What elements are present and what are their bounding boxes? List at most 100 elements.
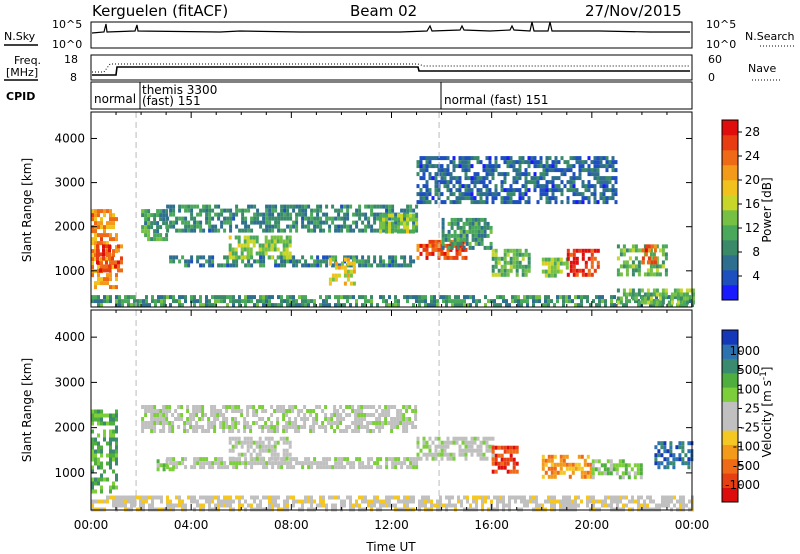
heatmap-cell	[285, 421, 289, 425]
heatmap-cell	[367, 204, 371, 209]
heatmap-cell	[462, 225, 466, 230]
heatmap-cell	[453, 229, 457, 234]
heatmap-cell	[482, 456, 486, 461]
heatmap-cell	[572, 184, 576, 189]
heatmap-cell	[589, 462, 593, 467]
heatmap-cell	[637, 503, 640, 508]
heatmap-cell	[310, 255, 314, 260]
heatmap-cell	[586, 299, 589, 304]
heatmap-cell	[144, 425, 148, 429]
heatmap-cell	[565, 499, 568, 504]
heatmap-cell	[115, 233, 118, 238]
heatmap-cell	[661, 499, 664, 504]
heatmap-cell	[485, 172, 489, 177]
heatmap-cell	[485, 456, 489, 461]
heatmap-cell	[477, 221, 481, 226]
heatmap-cell	[261, 448, 265, 453]
heatmap-cell	[172, 208, 176, 213]
heatmap-cell	[256, 216, 260, 221]
heatmap-cell	[473, 200, 477, 205]
heatmap-cell	[514, 495, 517, 500]
heatmap-cell	[628, 292, 632, 297]
heatmap-cell	[527, 260, 531, 265]
heatmap-cell	[153, 409, 157, 413]
heatmap-cell	[334, 216, 338, 221]
heatmap-cell	[494, 192, 498, 197]
heatmap-cell	[319, 220, 323, 225]
colorbar-frame	[721, 119, 739, 301]
heatmap-cell	[655, 503, 658, 508]
heatmap-cell	[310, 228, 314, 233]
heatmap-cell	[679, 296, 683, 301]
heatmap-cell	[249, 247, 253, 252]
heatmap-cell	[562, 454, 566, 459]
heatmap-cell	[482, 436, 486, 441]
heatmap-cell	[340, 295, 343, 300]
heatmap-cell	[485, 440, 489, 445]
heatmap-cell	[461, 436, 465, 441]
heatmap-cell	[406, 499, 409, 504]
heatmap-cell	[228, 251, 232, 256]
heatmap-cell	[228, 405, 232, 409]
heatmap-cell	[503, 260, 507, 265]
heatmap-cell	[103, 233, 106, 238]
heatmap-cell	[437, 156, 441, 161]
heatmap-cell	[647, 244, 651, 249]
heatmap-cell	[461, 184, 465, 189]
heatmap-cell	[503, 156, 507, 161]
heatmap-cell	[625, 248, 629, 253]
heatmap-cell	[237, 239, 241, 244]
heatmap-cell	[109, 221, 112, 226]
heatmap-cell	[243, 255, 247, 260]
heatmap-cell	[103, 469, 106, 474]
heatmap-cell	[162, 217, 166, 222]
heatmap-cell	[100, 421, 103, 426]
heatmap-cell	[503, 200, 507, 205]
heatmap-cell	[331, 257, 335, 262]
heatmap-cell	[115, 445, 118, 450]
heatmap-cell	[237, 243, 241, 248]
heatmap-cell	[424, 499, 427, 504]
heatmap-cell	[199, 503, 202, 508]
heatmap-cell	[286, 303, 289, 308]
heatmap-cell	[388, 213, 391, 218]
heatmap-cell	[319, 263, 323, 268]
heatmap-cell	[439, 503, 442, 508]
heatmap-cell	[434, 176, 438, 181]
heatmap-cell	[416, 444, 420, 449]
heatmap-cell	[346, 295, 349, 300]
heatmap-cell	[590, 184, 594, 189]
cpid-panel	[90, 81, 693, 110]
heatmap-cell	[340, 457, 344, 462]
heatmap-cell	[425, 456, 429, 461]
heatmap-cell	[115, 499, 118, 504]
heatmap-cell	[322, 461, 326, 466]
heatmap-cell	[276, 247, 280, 252]
heatmap-cell	[142, 503, 145, 508]
heatmap-cell	[419, 188, 423, 193]
heatmap-cell	[653, 260, 657, 265]
heatmap-cell	[524, 176, 528, 181]
heatmap-cell	[494, 272, 498, 277]
heatmap-cell	[637, 272, 641, 277]
heatmap-cell	[458, 436, 462, 441]
heatmap-cell	[614, 176, 618, 181]
heatmap-cell	[687, 449, 691, 454]
heatmap-cell	[106, 225, 109, 230]
heatmap-cell	[276, 405, 280, 409]
heatmap-cell	[463, 295, 466, 300]
heatmap-cell	[619, 495, 622, 500]
heatmap-cell	[255, 235, 259, 240]
heatmap-cell	[553, 265, 557, 270]
heatmap-cell	[286, 503, 289, 508]
heatmap-cell	[208, 224, 212, 229]
heatmap-cell	[319, 228, 323, 233]
heatmap-cell	[587, 268, 591, 273]
heatmap-cell	[477, 233, 481, 238]
heatmap-cell	[480, 217, 484, 222]
heatmap-cell	[449, 192, 453, 197]
heatmap-cell	[322, 259, 326, 264]
heatmap-cell	[165, 233, 169, 238]
heatmap-cell	[265, 465, 269, 470]
